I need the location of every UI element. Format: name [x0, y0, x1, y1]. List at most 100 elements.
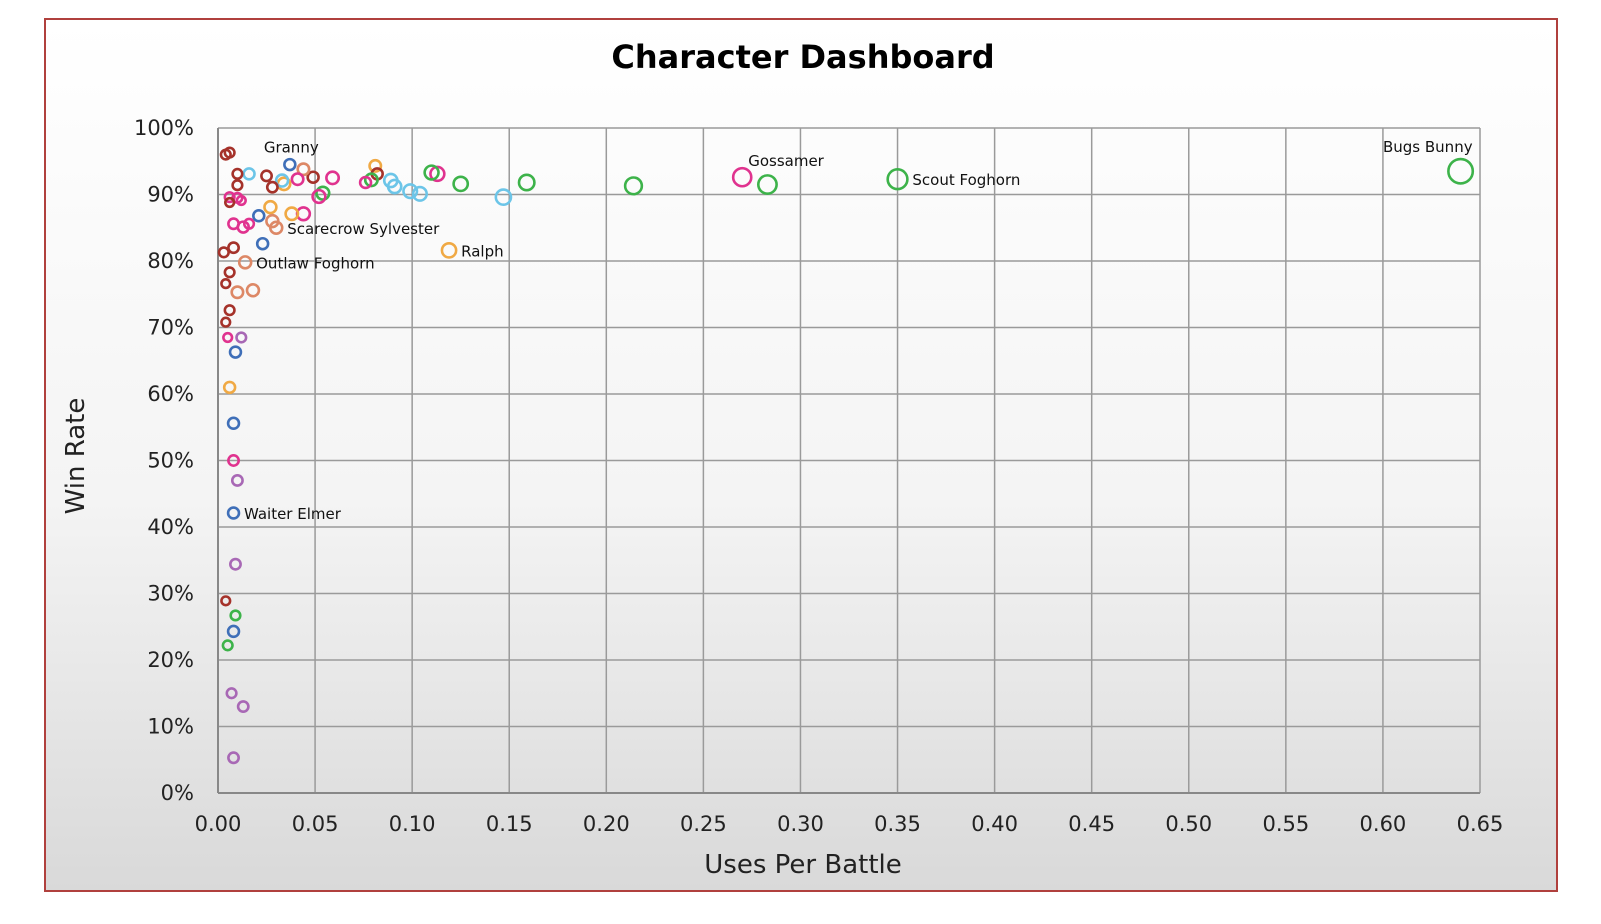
data-point — [886, 168, 909, 191]
x-tick-label: 0.05 — [292, 812, 339, 836]
data-point — [517, 173, 536, 192]
data-point — [411, 185, 428, 202]
data-point — [260, 169, 273, 183]
data-point — [226, 624, 241, 639]
data-point — [452, 175, 470, 193]
point-label: Scarecrow Sylvester — [287, 220, 440, 238]
y-tick-label: 90% — [147, 183, 194, 207]
data-point — [231, 179, 244, 192]
data-point — [235, 194, 247, 207]
point-label: Granny — [264, 139, 319, 157]
point-label: Gossamer — [748, 152, 824, 170]
x-tick-label: 0.15 — [486, 812, 533, 836]
data-point — [230, 285, 245, 300]
point-label: Outlaw Foghorn — [256, 254, 374, 272]
y-axis-ticks: 0% 10% 20% 30% 40% 50% 60% 70% 80% 90% 100% — [134, 116, 194, 805]
x-tick-label: 0.20 — [583, 812, 630, 836]
y-tick-label: 60% — [147, 382, 194, 406]
point-label: Ralph — [461, 242, 503, 260]
x-tick-label: 0.00 — [195, 812, 242, 836]
point-label: Scout Foghorn — [912, 171, 1020, 189]
data-point — [223, 304, 236, 317]
data-point — [236, 700, 250, 713]
data-point — [623, 176, 644, 196]
data-point — [290, 172, 305, 187]
data-point — [306, 170, 320, 184]
data-point — [242, 167, 256, 181]
x-tick-label: 0.35 — [874, 812, 921, 836]
data-point — [245, 283, 261, 298]
data-point — [358, 175, 373, 190]
data-point — [224, 196, 236, 209]
data-point — [315, 185, 331, 201]
data-point — [363, 172, 379, 188]
x-tick-label: 0.50 — [1165, 812, 1212, 836]
data-point — [325, 170, 341, 186]
y-axis-title: Win Rate — [61, 398, 91, 515]
data-point — [311, 188, 327, 205]
data-point — [274, 173, 290, 188]
x-tick-label: 0.55 — [1262, 812, 1309, 836]
point-label: Bugs Bunny — [1383, 138, 1473, 156]
x-tick-label: 0.10 — [389, 812, 436, 836]
data-point — [223, 266, 236, 279]
data-point — [368, 158, 383, 173]
data-point — [223, 146, 236, 159]
data-point — [226, 416, 241, 431]
data-point — [225, 687, 238, 700]
x-tick-label: 0.25 — [680, 812, 727, 836]
data-point — [252, 209, 266, 223]
point-labels: Bugs Bunny Scout Foghorn Gossamer Ralph Gran… — [244, 138, 1473, 523]
y-tick-label: 40% — [147, 515, 194, 539]
data-point — [402, 183, 419, 200]
data-point — [227, 217, 240, 231]
chart-frame: Character Dashboard 0% 10% 20% 30% 40% 50% 60%… — [44, 18, 1558, 892]
x-tick-label: 0.60 — [1360, 812, 1407, 836]
grid — [217, 127, 1481, 794]
data-point — [1447, 157, 1475, 185]
data-point — [223, 191, 236, 204]
y-tick-label: 0% — [161, 781, 194, 805]
data-point — [423, 164, 440, 181]
data-point — [230, 474, 244, 487]
data-point — [228, 345, 243, 359]
data-point — [222, 331, 234, 344]
data-point — [296, 162, 311, 177]
data-point — [265, 180, 279, 194]
point-label: Waiter Elmer — [244, 505, 342, 523]
data-points — [217, 146, 1475, 765]
y-tick-label: 10% — [147, 715, 194, 739]
x-tick-label: 0.65 — [1457, 812, 1504, 836]
data-point — [231, 167, 244, 180]
y-tick-label: 20% — [147, 648, 194, 672]
data-point — [229, 609, 242, 622]
y-tick-label: 70% — [147, 316, 194, 340]
data-point — [440, 241, 458, 259]
data-point — [757, 174, 778, 195]
data-point — [255, 236, 270, 251]
data-point — [222, 380, 237, 395]
scatter-chart: Character Dashboard 0% 10% 20% 30% 40% 50% 60%… — [61, 38, 1504, 880]
y-tick-label: 30% — [147, 582, 194, 606]
y-tick-label: 80% — [147, 249, 194, 273]
data-point — [220, 316, 232, 328]
data-point — [382, 172, 399, 189]
data-point — [268, 220, 284, 236]
y-tick-label: 50% — [147, 449, 194, 473]
x-tick-label: 0.30 — [777, 812, 824, 836]
data-point — [494, 188, 513, 207]
data-point — [227, 241, 240, 255]
data-point — [217, 246, 230, 259]
data-point — [229, 557, 242, 571]
data-point — [283, 157, 297, 172]
data-point — [220, 277, 232, 290]
data-point — [731, 166, 753, 188]
x-tick-label: 0.45 — [1068, 812, 1115, 836]
data-point — [226, 506, 241, 520]
x-tick-label: 0.40 — [971, 812, 1018, 836]
data-point — [284, 206, 300, 222]
data-point — [220, 595, 232, 607]
x-axis-ticks: 0.00 0.05 0.10 0.15 0.20 0.25 0.30 0.35 0.40 0.45… — [195, 812, 1504, 836]
data-point — [227, 751, 240, 765]
data-point — [221, 639, 234, 652]
